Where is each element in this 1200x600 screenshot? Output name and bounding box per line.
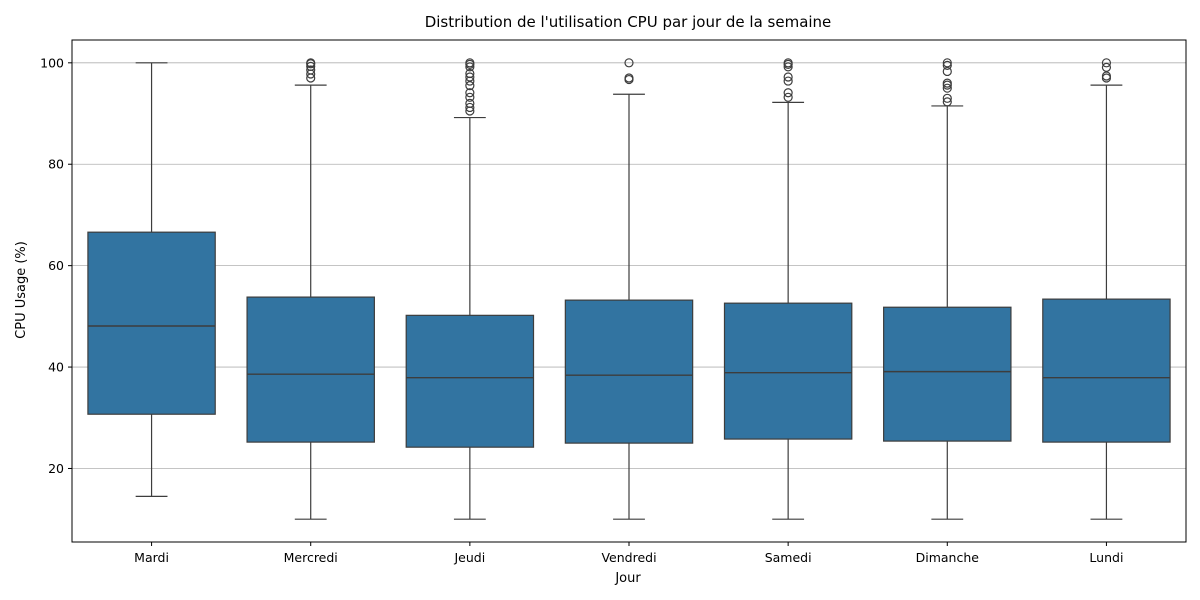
x-tick-label: Samedi [765,550,812,565]
box-mercredi [246,58,375,520]
outlier-point [1101,58,1112,68]
outlier-point [465,68,475,79]
outlier-point [783,62,793,72]
outlier-point [465,98,475,108]
outlier-point [306,65,316,75]
y-tick-label: 20 [48,461,64,476]
y-tick-label: 80 [48,157,64,172]
box-vendredi [564,58,694,520]
outlier-point [942,93,952,103]
x-axis: Mardi Mercredi Jeudi Vendredi Samedi Dimanche… [134,542,1123,565]
outlier-point [783,72,793,82]
outlier-point [783,92,793,102]
chart-title: Distribution de l'utilisation CPU par jo… [425,13,832,31]
outlier-point [1101,71,1112,81]
outlier-point [465,92,475,102]
box-jeudi [405,58,535,520]
iqr-box [87,231,216,415]
outlier-point [306,58,316,68]
outlier-point [942,97,952,107]
outlier-point [783,88,793,98]
x-tick-label: Mercredi [284,550,338,565]
y-axis-label: CPU Usage (%) [14,241,29,339]
outlier-point [624,58,634,68]
iqr-box [1042,298,1171,443]
outlier-point [465,58,475,68]
y-axis: 20 40 60 80 100 [40,55,72,476]
iqr-box [564,299,694,444]
outlier-point [783,76,793,86]
x-tick-label: Vendredi [601,550,656,565]
outlier-point [465,72,475,82]
y-tick-label: 40 [48,360,64,375]
outlier-point [465,62,475,72]
plot-area [87,58,1171,520]
box-samedi [723,58,853,520]
box-dimanche [883,58,1012,520]
outlier-point [942,60,952,70]
iqr-box [405,314,535,448]
box-mardi [87,62,216,497]
outlier-point [942,58,952,68]
x-tick-label: Lundi [1089,550,1123,565]
outlier-point [942,66,952,77]
outlier-point [1101,62,1112,72]
outlier-point [465,102,475,113]
outlier-point [624,73,634,83]
outlier-point [306,61,316,71]
x-tick-label: Mardi [134,550,169,565]
x-axis-label: Jour [614,571,641,586]
box-lundi [1042,58,1171,520]
outlier-point [942,78,952,88]
x-tick-label: Dimanche [916,550,980,565]
iqr-box [246,296,375,443]
outlier-point [465,81,475,91]
y-tick-label: 100 [40,55,64,70]
iqr-box [883,306,1012,442]
outlier-point [465,88,475,98]
y-tick-label: 60 [48,258,64,273]
iqr-box [723,302,853,440]
x-tick-label: Jeudi [453,550,485,565]
outlier-point [942,83,952,93]
outlier-point [783,58,793,68]
